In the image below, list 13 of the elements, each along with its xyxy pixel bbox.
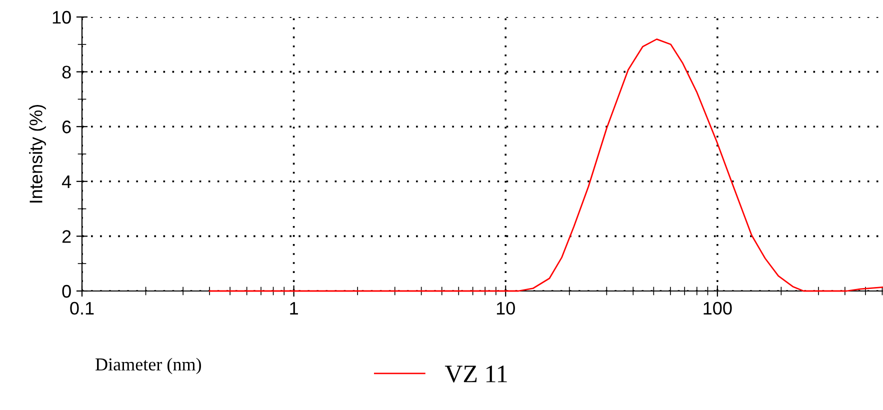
y-tick-label: 0: [62, 284, 71, 298]
y-tick-label: 2: [62, 230, 71, 243]
legend-label: VZ 11: [444, 366, 507, 383]
x-tick-label: 100: [704, 302, 732, 315]
y-tick-label: 8: [62, 66, 71, 79]
x-tick-label: 10: [496, 302, 515, 315]
x-tick-label: 1: [290, 302, 298, 314]
y-tick-label: 6: [62, 120, 71, 134]
y-tick-label: 4: [62, 176, 72, 188]
y-tick-label: 10: [52, 10, 71, 24]
x-axis-title: Diameter (nm): [96, 358, 201, 374]
x-tick-label: 0.1: [70, 302, 94, 315]
y-axis-title: Intensity (%): [29, 104, 46, 202]
